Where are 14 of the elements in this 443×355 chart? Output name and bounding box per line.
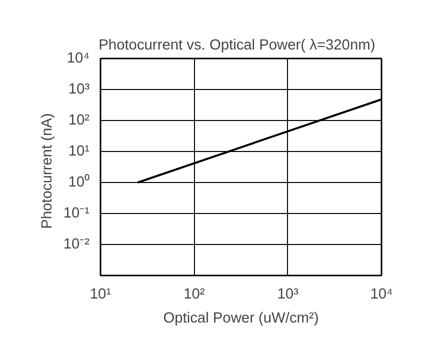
x-axis-title: Optical Power (uW/cm²): [163, 310, 319, 326]
y-tick-label: 10¹: [68, 144, 90, 160]
x-tick-label: 10¹: [90, 286, 112, 302]
x-tick-label: 10⁴: [370, 286, 393, 302]
y-tick-label: 10⁴: [66, 50, 90, 66]
x-tick-label: 10³: [277, 286, 299, 302]
y-tick-label: 10⁻¹: [63, 206, 90, 222]
y-tick-label: 10⁰: [68, 174, 90, 190]
y-tick-label: 10⁻²: [63, 236, 90, 252]
y-tick-label: 10³: [68, 82, 90, 98]
y-axis-title: Photocurrent (nA): [39, 113, 56, 229]
x-tick-label: 10²: [184, 286, 205, 302]
y-tick-label: 10²: [68, 112, 90, 128]
chart-title: Photocurrent vs. Optical Power( λ=320nm): [98, 38, 376, 54]
